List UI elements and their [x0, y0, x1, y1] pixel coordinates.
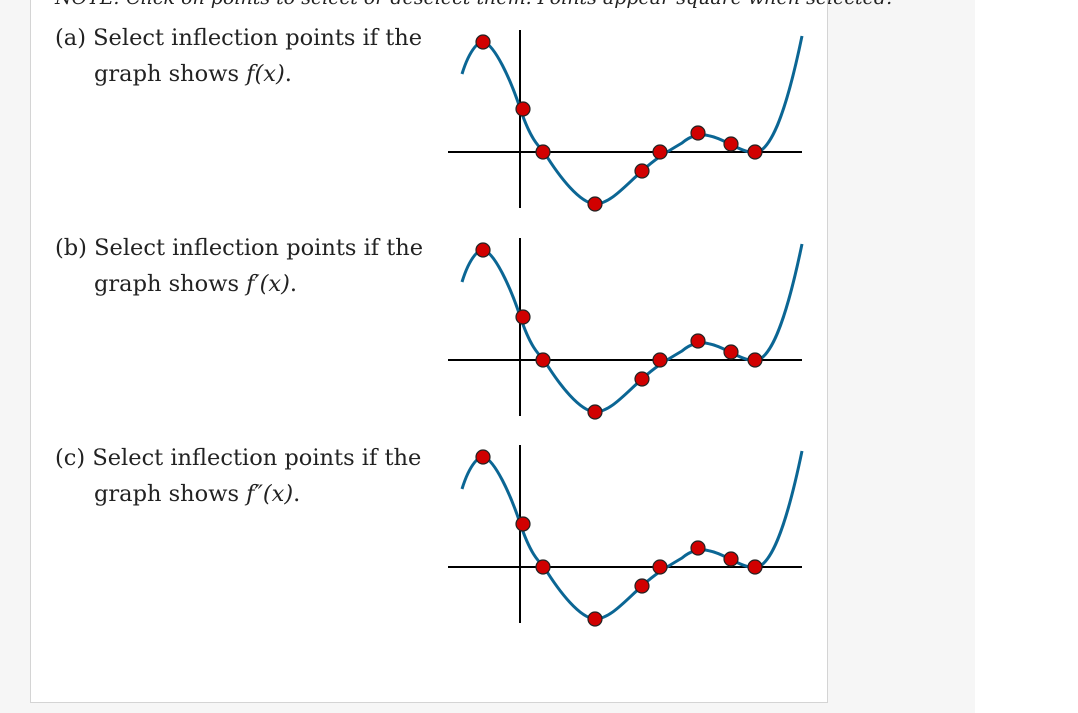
selectable-point-c-6[interactable]	[652, 559, 668, 575]
function-curve	[460, 35, 804, 206]
function-curve	[460, 450, 804, 621]
question-b-prompt: Select inflection points if the	[94, 235, 424, 261]
graph-c	[448, 445, 804, 627]
selectable-point-b-6[interactable]	[652, 352, 668, 368]
question-a-label: (a)	[55, 25, 86, 51]
question-a-prompt: Select inflection points if the	[93, 25, 423, 51]
selectable-point-c-3[interactable]	[535, 559, 551, 575]
selectable-point-c-8[interactable]	[723, 551, 739, 567]
selectable-point-a-7[interactable]	[690, 125, 706, 141]
selectable-point-b-3[interactable]	[535, 352, 551, 368]
question-b-period: .	[289, 271, 298, 297]
selectable-point-c-7[interactable]	[690, 540, 706, 556]
selectable-point-a-5[interactable]	[634, 163, 650, 179]
question-b-function: f′(x)	[246, 271, 290, 297]
question-a-text: (a) Select inflection points if the grap…	[55, 20, 435, 92]
selectable-point-a-3[interactable]	[535, 144, 551, 160]
graph-a	[448, 30, 804, 212]
selectable-point-b-8[interactable]	[723, 344, 739, 360]
question-a-period: .	[284, 61, 292, 87]
selectable-point-a-4[interactable]	[587, 196, 603, 212]
function-curve	[460, 243, 804, 414]
question-a-prompt-cont: graph shows	[94, 61, 240, 87]
question-c-prompt-cont: graph shows	[94, 481, 240, 507]
selectable-point-a-6[interactable]	[652, 144, 668, 160]
question-c-text: (c) Select inflection points if the grap…	[55, 440, 435, 512]
selectable-point-a-2[interactable]	[515, 101, 531, 117]
question-panel	[30, 0, 828, 703]
selectable-point-a-9[interactable]	[747, 144, 763, 160]
question-a-function: f(x)	[246, 61, 285, 87]
selectable-point-b-1[interactable]	[475, 242, 491, 258]
question-c-function: f″(x)	[246, 481, 294, 507]
selectable-point-c-1[interactable]	[475, 449, 491, 465]
selectable-point-c-2[interactable]	[515, 516, 531, 532]
question-b-label: (b)	[55, 235, 87, 261]
question-c-prompt: Select inflection points if the	[92, 445, 422, 471]
question-c-period: .	[293, 481, 301, 507]
graph-b	[448, 238, 804, 420]
question-b-prompt-cont: graph shows	[94, 271, 240, 297]
selectable-point-a-8[interactable]	[723, 136, 739, 152]
instruction-note: NOTE: Click on points to select or desel…	[55, 0, 892, 9]
selectable-point-b-2[interactable]	[515, 309, 531, 325]
selectable-point-a-1[interactable]	[475, 34, 491, 50]
selectable-point-c-4[interactable]	[587, 611, 603, 627]
selectable-point-b-5[interactable]	[634, 371, 650, 387]
selectable-point-b-4[interactable]	[587, 404, 603, 420]
selectable-point-c-5[interactable]	[634, 578, 650, 594]
selectable-point-c-9[interactable]	[747, 559, 763, 575]
selectable-point-b-9[interactable]	[747, 352, 763, 368]
question-b-text: (b) Select inflection points if the grap…	[55, 230, 435, 302]
selectable-point-b-7[interactable]	[690, 333, 706, 349]
question-c-label: (c)	[55, 445, 86, 471]
right-margin	[975, 0, 1078, 713]
